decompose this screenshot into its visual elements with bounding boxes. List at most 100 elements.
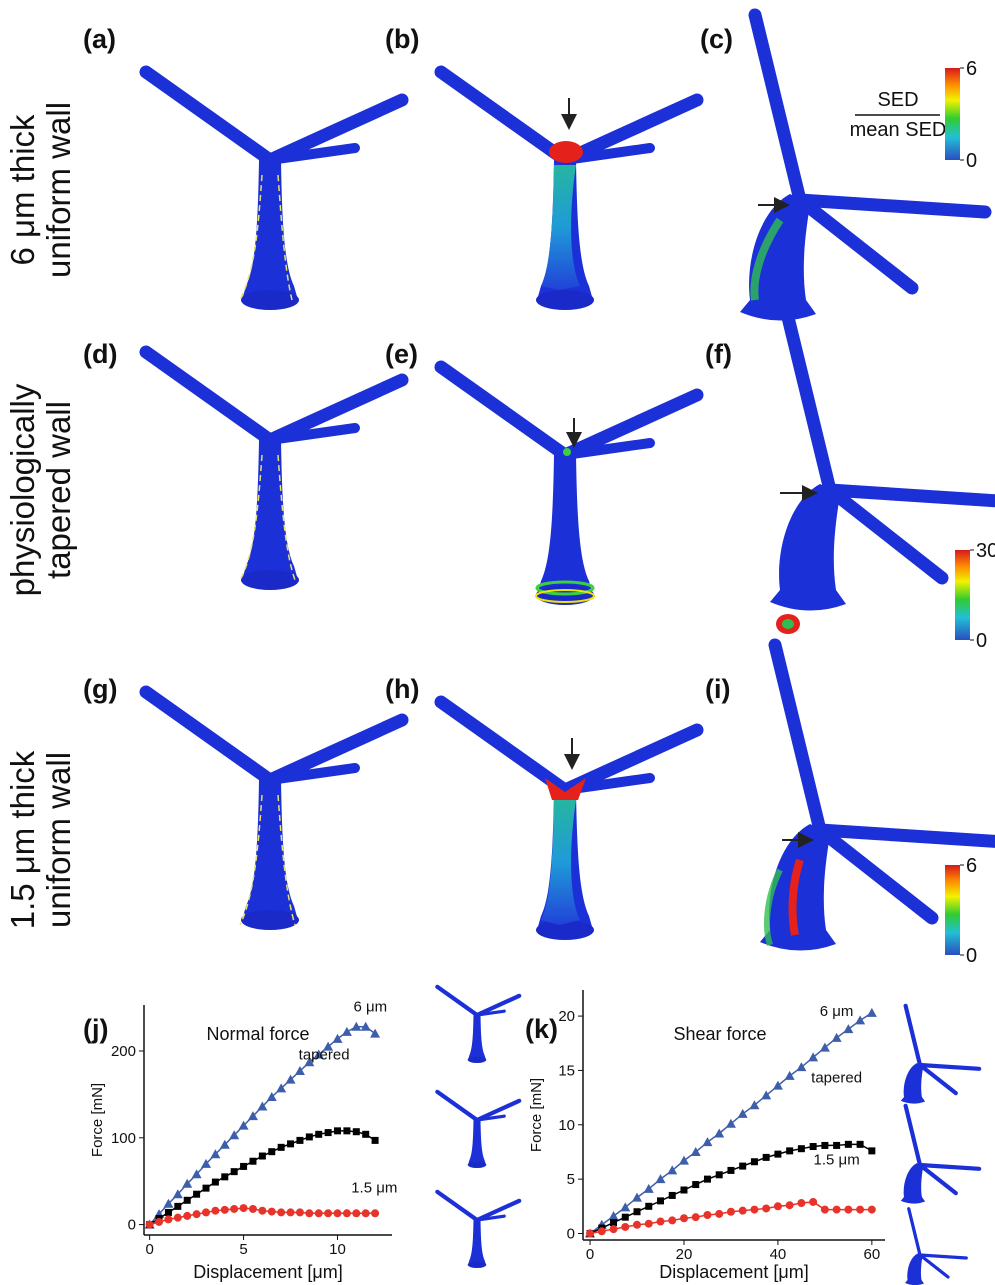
marker bbox=[296, 1137, 303, 1144]
marker bbox=[656, 1218, 664, 1226]
render-e bbox=[441, 367, 697, 605]
series-line bbox=[590, 1202, 872, 1234]
y-tick-label: 15 bbox=[558, 1062, 575, 1079]
series-label: 6 μm bbox=[820, 1003, 854, 1020]
render-h bbox=[441, 702, 697, 940]
marker bbox=[203, 1185, 210, 1192]
figure: (a) (b) (c) (d) (e) (f) (g) (h) (i) 6 μm… bbox=[0, 0, 995, 1285]
marker bbox=[809, 1198, 817, 1206]
marker bbox=[833, 1206, 841, 1214]
marker bbox=[774, 1151, 781, 1158]
marker bbox=[703, 1211, 711, 1219]
row-label: tapered wall bbox=[40, 401, 77, 579]
marker bbox=[833, 1142, 840, 1149]
marker bbox=[193, 1210, 201, 1218]
marker bbox=[334, 1209, 342, 1217]
panel-label: (f) bbox=[705, 339, 732, 369]
y-tick-label: 5 bbox=[567, 1171, 575, 1188]
marker bbox=[231, 1168, 238, 1175]
marker bbox=[843, 1024, 853, 1033]
marker bbox=[727, 1208, 735, 1216]
marker bbox=[184, 1197, 191, 1204]
marker bbox=[702, 1137, 712, 1146]
marker bbox=[240, 1163, 247, 1170]
series-label: tapered bbox=[811, 1069, 862, 1086]
marker bbox=[868, 1147, 875, 1154]
panel-label: (h) bbox=[385, 674, 419, 704]
marker bbox=[645, 1203, 652, 1210]
marker bbox=[211, 1207, 219, 1215]
marker bbox=[692, 1213, 700, 1221]
panel-label: (g) bbox=[83, 674, 117, 704]
series-label: 6 μm bbox=[353, 999, 387, 1016]
x-tick-label: 0 bbox=[586, 1246, 594, 1263]
chart-title: Normal force bbox=[206, 1024, 309, 1044]
marker bbox=[679, 1156, 689, 1165]
marker bbox=[621, 1223, 629, 1231]
marker bbox=[306, 1133, 313, 1140]
marker bbox=[212, 1179, 219, 1186]
panel-label: (j) bbox=[83, 1014, 108, 1044]
marker bbox=[296, 1208, 304, 1216]
x-tick-label: 40 bbox=[770, 1246, 787, 1263]
marker bbox=[867, 1008, 877, 1017]
y-tick-label: 0 bbox=[567, 1225, 575, 1242]
marker bbox=[610, 1219, 617, 1226]
marker bbox=[372, 1137, 379, 1144]
x-axis-label: Displacement [μm] bbox=[659, 1262, 808, 1282]
series-label: 1.5 μm bbox=[351, 1179, 397, 1196]
colorbar-tick-label: 6 bbox=[966, 855, 977, 877]
marker bbox=[821, 1206, 829, 1214]
panel-label: (d) bbox=[83, 339, 117, 369]
marker bbox=[287, 1208, 295, 1216]
marker bbox=[750, 1206, 758, 1214]
marker bbox=[268, 1208, 276, 1216]
render-b bbox=[441, 72, 697, 310]
y-tick-label: 0 bbox=[128, 1217, 136, 1234]
marker bbox=[174, 1214, 182, 1222]
colorbar bbox=[945, 865, 960, 955]
marker bbox=[715, 1210, 723, 1218]
marker bbox=[762, 1204, 770, 1212]
marker bbox=[857, 1141, 864, 1148]
marker bbox=[371, 1209, 379, 1217]
marker bbox=[249, 1205, 257, 1213]
marker bbox=[704, 1176, 711, 1183]
marker bbox=[193, 1191, 200, 1198]
marker bbox=[716, 1171, 723, 1178]
marker bbox=[739, 1207, 747, 1215]
panel-label: (c) bbox=[700, 24, 733, 54]
marker bbox=[343, 1209, 351, 1217]
marker bbox=[343, 1127, 350, 1134]
marker bbox=[657, 1197, 664, 1204]
marker bbox=[259, 1153, 266, 1160]
panel-label: (a) bbox=[83, 24, 116, 54]
marker bbox=[221, 1206, 229, 1214]
marker bbox=[610, 1225, 618, 1233]
marker bbox=[325, 1129, 332, 1136]
marker bbox=[751, 1158, 758, 1165]
panel-label: (i) bbox=[705, 674, 730, 704]
render-g bbox=[146, 692, 402, 930]
marker bbox=[856, 1206, 864, 1214]
chart-title: Shear force bbox=[673, 1024, 766, 1044]
row-label: 1.5 μm thick bbox=[4, 750, 41, 929]
marker bbox=[586, 1229, 594, 1237]
marker bbox=[609, 1211, 619, 1220]
x-tick-label: 60 bbox=[864, 1246, 881, 1263]
y-axis-label: Force [mN] bbox=[89, 1083, 106, 1157]
marker bbox=[249, 1158, 256, 1165]
marker bbox=[868, 1206, 876, 1214]
marker bbox=[268, 1148, 275, 1155]
marker bbox=[739, 1163, 746, 1170]
marker bbox=[146, 1221, 154, 1229]
render-c bbox=[740, 15, 985, 321]
marker bbox=[598, 1227, 606, 1235]
x-tick-label: 10 bbox=[329, 1241, 346, 1258]
series-label: tapered bbox=[299, 1047, 350, 1064]
marker bbox=[164, 1215, 172, 1223]
colorbar bbox=[945, 68, 960, 160]
row-label: 6 μm thick bbox=[4, 114, 41, 266]
marker bbox=[798, 1145, 805, 1152]
x-tick-label: 0 bbox=[145, 1241, 153, 1258]
